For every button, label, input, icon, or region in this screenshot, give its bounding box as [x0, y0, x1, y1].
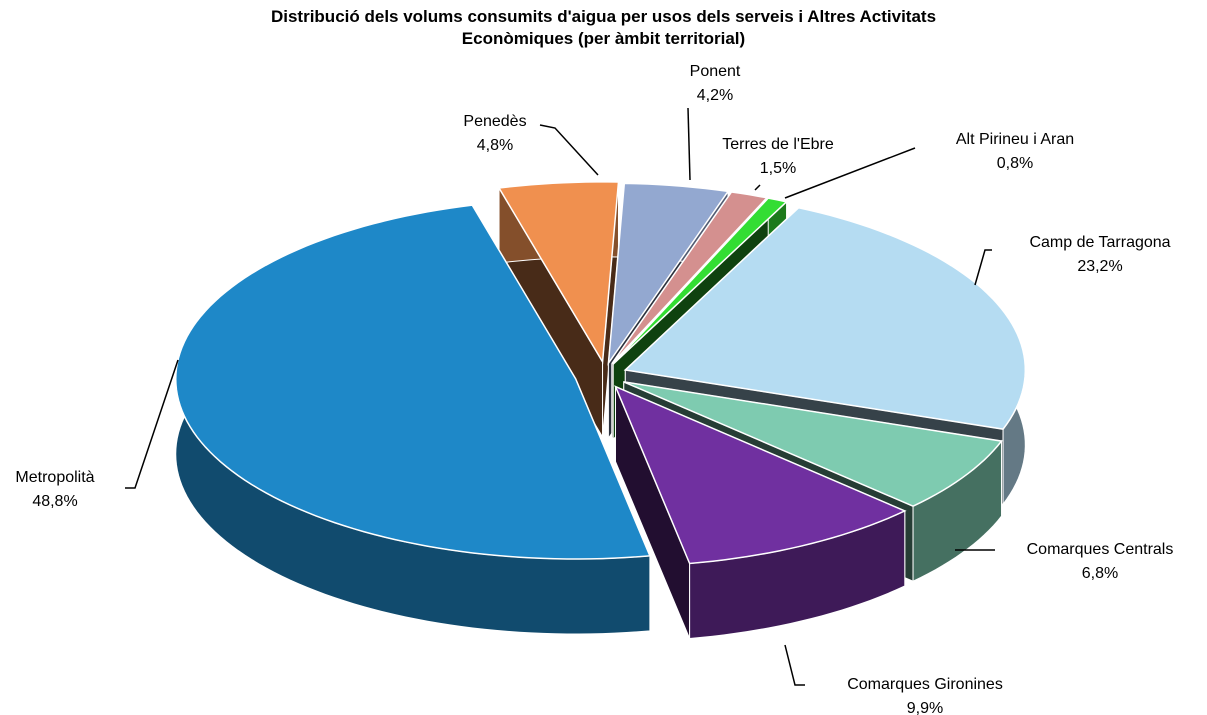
value-label: 4,2% [697, 87, 733, 104]
slice-label: Camp de Tarragona [1029, 234, 1170, 251]
slice [611, 191, 769, 365]
slice-label: Alt Pirineu i Aran [956, 131, 1074, 148]
slice-label: Penedès [463, 113, 526, 130]
value-label: 6,8% [1082, 565, 1118, 582]
slice-label: Comarques Gironines [847, 676, 1003, 693]
leader-line [754, 184, 761, 191]
slice [607, 182, 730, 366]
value-label: 0,8% [997, 155, 1033, 172]
slice [614, 385, 907, 565]
slice-label: Ponent [690, 63, 741, 80]
value-label: 1,5% [760, 160, 796, 177]
slice-label: Terres de l'Ebre [722, 136, 834, 153]
leader-line [784, 644, 805, 686]
slice [174, 204, 651, 560]
leader-line [539, 124, 599, 176]
leader-line [784, 147, 916, 199]
slice [623, 381, 1003, 508]
value-label: 4,8% [477, 137, 513, 154]
leader-line [125, 359, 179, 489]
leader-line [687, 107, 691, 181]
value-label: 23,2% [1077, 258, 1122, 275]
value-label: 48,8% [32, 493, 77, 510]
leader-line [974, 249, 992, 286]
slice-label: Comarques Centrals [1027, 541, 1174, 558]
slice [612, 197, 789, 365]
slice [497, 181, 620, 365]
slice [623, 206, 1027, 430]
slice-label: Metropolità [15, 469, 94, 486]
chart-title-box: Distribució dels volums consumits d'aigu… [0, 6, 1207, 50]
value-label: 9,9% [907, 700, 943, 715]
chart-title: Distribució dels volums consumits d'aigu… [270, 7, 937, 48]
